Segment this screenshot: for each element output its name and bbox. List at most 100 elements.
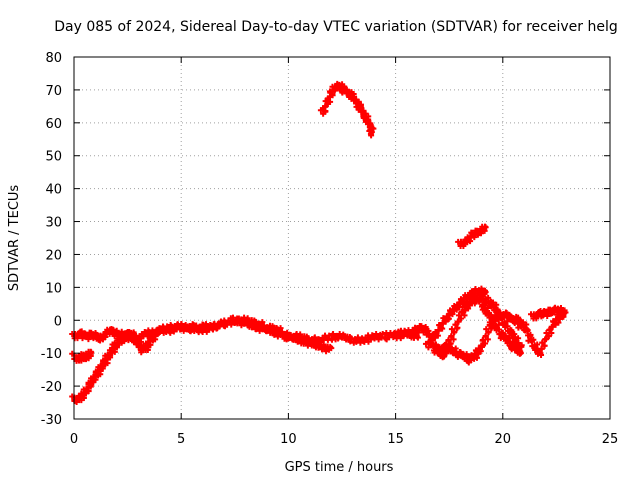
data-point bbox=[441, 353, 448, 360]
data-point bbox=[118, 328, 125, 335]
data-point bbox=[320, 341, 327, 348]
data-point bbox=[451, 347, 458, 354]
x-tick-label: 20 bbox=[495, 432, 512, 447]
data-point bbox=[448, 332, 455, 339]
data-point bbox=[302, 335, 309, 342]
y-tick-label: 30 bbox=[45, 216, 62, 231]
data-point bbox=[515, 314, 522, 321]
y-tick-label: 10 bbox=[45, 281, 62, 296]
data-point bbox=[451, 328, 458, 335]
data-point bbox=[532, 345, 539, 352]
data-point bbox=[485, 294, 492, 301]
y-tick-label: -20 bbox=[41, 380, 62, 395]
y-tick-label: 50 bbox=[45, 150, 62, 165]
series-track-h bbox=[422, 285, 489, 351]
data-point bbox=[455, 312, 462, 319]
y-tick-label: -10 bbox=[41, 347, 62, 362]
data-point bbox=[517, 349, 524, 356]
data-point bbox=[541, 342, 548, 349]
x-tick-label: 5 bbox=[177, 432, 185, 447]
series-track-f bbox=[455, 223, 489, 250]
data-point bbox=[485, 328, 492, 335]
data-point bbox=[297, 331, 304, 338]
y-tick-label: 20 bbox=[45, 248, 62, 263]
data-point bbox=[218, 318, 225, 325]
data-point bbox=[88, 349, 95, 356]
y-tick-label: 0 bbox=[54, 314, 62, 329]
data-point bbox=[458, 315, 465, 322]
data-point bbox=[502, 322, 509, 329]
data-point bbox=[548, 330, 555, 337]
series-track-b bbox=[69, 318, 228, 405]
x-axis-label: GPS time / hours bbox=[285, 460, 394, 475]
data-point bbox=[536, 348, 543, 355]
series-track-e bbox=[317, 80, 377, 139]
series-track-m bbox=[528, 304, 568, 322]
series-track-k bbox=[485, 294, 525, 356]
x-tick-label: 10 bbox=[280, 432, 297, 447]
data-point bbox=[482, 289, 489, 296]
data-point bbox=[284, 329, 291, 336]
data-point bbox=[193, 322, 200, 329]
data-point bbox=[538, 351, 545, 358]
series-track-c bbox=[69, 348, 95, 364]
data-point bbox=[476, 298, 483, 305]
data-point bbox=[244, 315, 251, 322]
data-point bbox=[252, 318, 259, 325]
data-point bbox=[484, 336, 491, 343]
y-tick-label: 60 bbox=[45, 117, 62, 132]
data-point bbox=[493, 325, 500, 332]
data-point bbox=[221, 323, 228, 330]
data-point bbox=[414, 334, 421, 341]
data-point bbox=[482, 224, 489, 231]
data-point bbox=[305, 337, 312, 344]
data-point bbox=[312, 339, 319, 346]
y-axis-label: SDTVAR / TECUs bbox=[7, 185, 22, 292]
data-point bbox=[468, 293, 475, 300]
data-point bbox=[518, 342, 525, 349]
data-point bbox=[454, 324, 461, 331]
data-point bbox=[450, 336, 457, 343]
data-point bbox=[350, 95, 357, 102]
y-tick-label: 40 bbox=[45, 183, 62, 198]
data-point bbox=[513, 339, 520, 346]
data-point bbox=[86, 329, 93, 336]
data-point bbox=[416, 323, 423, 330]
data-point bbox=[545, 333, 552, 340]
y-tick-label: 70 bbox=[45, 84, 62, 99]
y-tick-label: -30 bbox=[41, 413, 62, 428]
x-tick-label: 15 bbox=[387, 432, 404, 447]
data-point bbox=[269, 323, 276, 330]
data-points bbox=[69, 80, 569, 405]
data-point bbox=[524, 327, 531, 334]
data-point bbox=[287, 332, 294, 339]
data-point bbox=[291, 333, 298, 340]
data-point bbox=[539, 339, 546, 346]
data-point bbox=[258, 321, 265, 328]
data-point bbox=[478, 343, 485, 350]
data-point bbox=[543, 336, 550, 343]
data-point bbox=[340, 331, 347, 338]
data-point bbox=[295, 335, 302, 342]
series-track-d bbox=[230, 314, 335, 355]
data-point bbox=[277, 327, 284, 334]
plot-frame bbox=[73, 56, 611, 420]
x-tick-label: 0 bbox=[70, 432, 78, 447]
data-point bbox=[482, 340, 489, 347]
data-point bbox=[328, 345, 335, 352]
axis-ticks: 0 5 10 15 20 25 -30 -20 -10 0 10 20 30 40 50 60 70 80 bbox=[41, 51, 619, 447]
data-point bbox=[538, 345, 545, 352]
data-point bbox=[472, 285, 479, 292]
data-point bbox=[368, 132, 375, 139]
x-tick-label: 25 bbox=[602, 432, 619, 447]
data-point bbox=[370, 125, 377, 132]
data-point bbox=[455, 318, 462, 325]
y-tick-label: 80 bbox=[45, 51, 62, 66]
data-point bbox=[482, 332, 489, 339]
data-point bbox=[452, 321, 459, 328]
grid-lines bbox=[74, 57, 610, 419]
data-point bbox=[561, 307, 568, 314]
chart-title: Day 085 of 2024, Sidereal Day-to-day VTE… bbox=[54, 19, 617, 35]
data-point bbox=[560, 313, 567, 320]
